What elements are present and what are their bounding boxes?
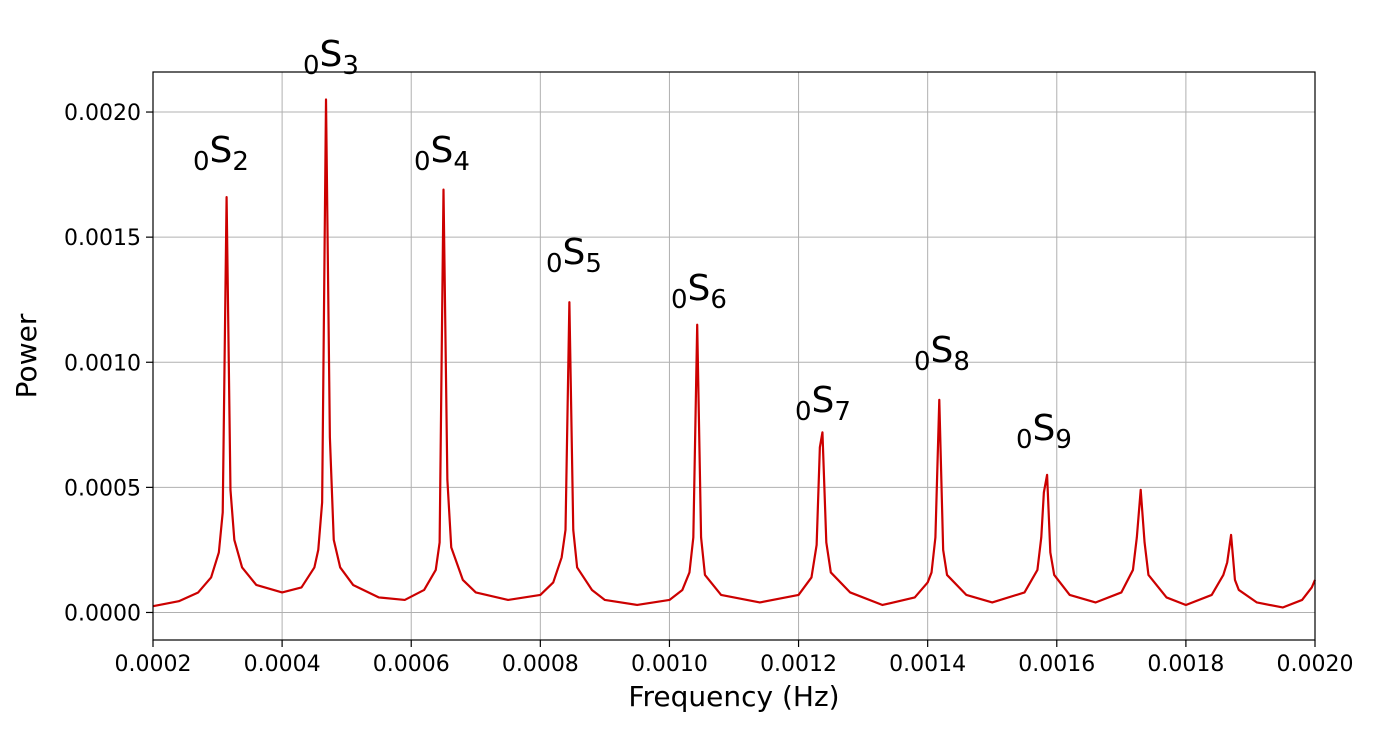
y-tick-label: 0.0010 [64, 351, 141, 376]
y-tick-label: 0.0020 [64, 101, 141, 126]
y-tick-label: 0.0000 [64, 601, 141, 626]
mode-label-prefix: 0 [193, 147, 210, 177]
plot-frame [152, 71, 1316, 641]
data-line [152, 98, 1317, 609]
mode-label-sub: 7 [834, 397, 851, 427]
mode-label-prefix: 0 [546, 249, 563, 279]
mode-label: 0S3 [303, 34, 359, 81]
x-tick-label: 0.0004 [244, 652, 321, 677]
mode-label-prefix: 0 [1016, 425, 1033, 455]
x-tick-label: 0.0002 [115, 652, 192, 677]
mode-label-main: S [431, 130, 454, 171]
mode-label: 0S9 [1016, 408, 1072, 455]
x-tick-label: 0.0008 [502, 652, 579, 677]
y-tick-label: 0.0015 [64, 226, 141, 251]
mode-label-main: S [563, 232, 586, 273]
mode-label-sub: 6 [710, 285, 727, 315]
x-tick-label: 0.0018 [1147, 652, 1224, 677]
mode-label-sub: 9 [1055, 425, 1072, 455]
mode-label-prefix: 0 [795, 397, 812, 427]
mode-label-main: S [812, 380, 835, 421]
mode-label-sub: 3 [342, 51, 359, 81]
mode-label-main: S [320, 34, 343, 75]
mode-label-main: S [931, 330, 954, 371]
x-tick-label: 0.0010 [631, 652, 708, 677]
y-axis-title: Power [10, 313, 43, 398]
mode-label: 0S7 [795, 380, 851, 427]
mode-label: 0S4 [414, 130, 470, 177]
mode-label-main: S [1033, 408, 1056, 449]
mode-label-sub: 4 [453, 147, 470, 177]
y-tick-label: 0.0005 [64, 476, 141, 501]
mode-label: 0S2 [193, 130, 249, 177]
mode-label-sub: 2 [232, 147, 249, 177]
x-tick-label: 0.0014 [889, 652, 966, 677]
mode-label-prefix: 0 [414, 147, 431, 177]
mode-label-sub: 5 [585, 249, 602, 279]
mode-label: 0S5 [546, 232, 602, 279]
x-axis-title: Frequency (Hz) [628, 680, 839, 713]
mode-label: 0S6 [671, 268, 727, 315]
mode-label: 0S8 [914, 330, 970, 377]
x-tick-label: 0.0006 [373, 652, 450, 677]
mode-label-sub: 8 [953, 347, 970, 377]
mode-label-main: S [688, 268, 711, 309]
mode-label-prefix: 0 [914, 347, 931, 377]
x-tick-label: 0.0012 [760, 652, 837, 677]
x-tick-label: 0.0020 [1277, 652, 1354, 677]
mode-label-main: S [210, 130, 233, 171]
mode-label-prefix: 0 [303, 51, 320, 81]
x-tick-label: 0.0016 [1018, 652, 1095, 677]
mode-label-prefix: 0 [671, 285, 688, 315]
